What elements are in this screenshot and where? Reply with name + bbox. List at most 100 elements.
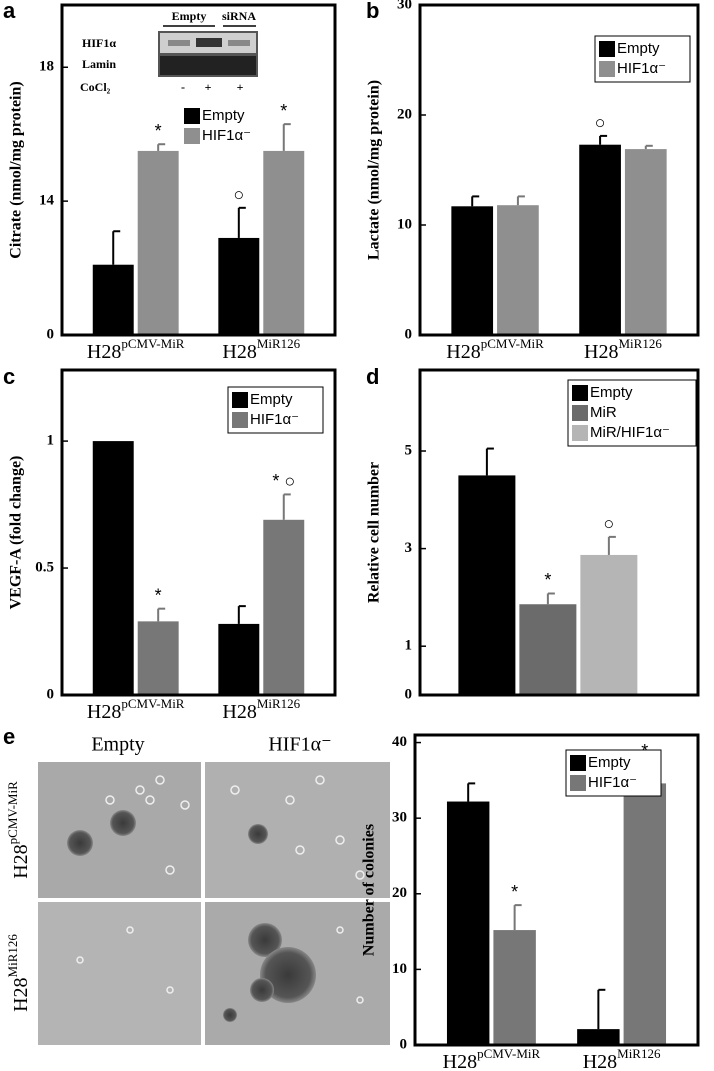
legend-swatch	[570, 775, 586, 791]
error-bar	[282, 123, 291, 151]
legend-swatch	[572, 425, 588, 441]
y-tick-label: 20	[397, 106, 412, 122]
y-axis-label: Citrate (nmol/mg protein)	[8, 81, 25, 258]
legend-label: Empty	[590, 384, 633, 401]
error-bar	[516, 195, 525, 206]
y-tick-label: 20	[392, 885, 407, 901]
label-base: H28	[583, 1051, 617, 1071]
bar	[497, 205, 539, 335]
y-tick-label: 10	[397, 216, 412, 232]
label-base: H28	[87, 341, 121, 363]
legend-label: Empty	[250, 391, 293, 408]
y-tick-label: 1	[47, 433, 55, 449]
legend-label: Empty	[588, 754, 631, 771]
legend-label: MiR/HIF1α⁻	[590, 424, 670, 441]
significance-marker: *	[155, 121, 162, 141]
error-bar	[467, 782, 476, 802]
category-label: H28pCMV-MiR	[5, 781, 31, 879]
significance-marker: *	[511, 882, 518, 902]
y-tick-label: 40	[392, 734, 407, 750]
y-tick-label: 14	[39, 193, 55, 209]
category-label: H28MiR126	[222, 696, 300, 722]
category-label: H28pCMV-MiR	[87, 696, 185, 722]
y-tick-label: 0	[47, 326, 55, 342]
legend-swatch	[184, 108, 200, 124]
bar	[137, 621, 179, 695]
label-superscript: MiR126	[5, 934, 20, 978]
bar	[263, 519, 305, 695]
legend-label: HIF1α⁻	[617, 60, 666, 77]
inset-sign: +	[237, 80, 244, 94]
category-label: H28pCMV-MiR	[87, 336, 185, 362]
inset-row: HIF1α	[82, 36, 116, 50]
significance-marker: * ○	[272, 471, 295, 491]
bar	[137, 150, 179, 335]
plot-frame	[60, 368, 337, 697]
bar	[92, 441, 134, 695]
error-bar	[282, 493, 291, 520]
significance-marker: ○	[233, 185, 244, 205]
error-bar	[237, 605, 246, 624]
y-tick-label: 0.5	[35, 559, 54, 575]
category-label: H28pCMV-MiR	[446, 336, 544, 362]
plot-frame	[418, 368, 700, 697]
y-tick-label: 0	[47, 686, 55, 702]
panel-letter: d	[366, 364, 379, 389]
bar	[623, 783, 667, 1045]
bar	[519, 604, 577, 695]
y-axis-label: VEGF-A (fold change)	[8, 456, 25, 610]
label-base: H28	[584, 341, 618, 363]
error-bar	[237, 206, 246, 238]
legend-label: MiR	[590, 404, 617, 421]
error-bar	[112, 230, 121, 265]
legend-label: HIF1α⁻	[588, 774, 637, 791]
y-tick-label: 3	[405, 540, 413, 556]
legend-swatch	[599, 61, 615, 77]
label-superscript: MiR126	[617, 1046, 661, 1061]
y-tick-label: 5	[405, 442, 413, 458]
category-label: H28MiR126	[5, 934, 31, 1012]
legend-swatch	[572, 405, 588, 421]
micrographs	[38, 762, 390, 1045]
significance-marker: ○	[603, 514, 614, 534]
legend-box	[567, 379, 697, 447]
y-tick-label: 10	[392, 961, 407, 977]
bar	[579, 144, 621, 335]
significance-marker: *	[280, 101, 287, 121]
y-axis-label: Relative cell number	[366, 462, 383, 603]
y-tick-label: 1	[405, 638, 413, 654]
category-label: H28MiR126	[222, 336, 300, 362]
significance-marker: ○	[595, 113, 606, 133]
label-base: H28	[87, 701, 121, 723]
legend-label: Empty	[202, 107, 245, 124]
y-axis-label: Lactate (nmol/mg protein)	[366, 80, 383, 260]
significance-marker: *	[544, 570, 551, 590]
label-superscript: pCMV-MiR	[121, 696, 184, 711]
inset-sign: -	[181, 80, 185, 94]
error-bar	[471, 195, 480, 207]
error-bar	[513, 904, 522, 931]
legend-swatch	[572, 385, 588, 401]
panel-letter: e	[3, 724, 15, 749]
label-base: H28	[443, 1051, 477, 1071]
y-tick-label: 30	[392, 810, 407, 826]
inset-lane: siRNA	[222, 9, 256, 23]
bar	[218, 237, 260, 335]
label-base: H28	[222, 341, 256, 363]
legend-swatch	[232, 392, 248, 408]
label-superscript: pCMV-MiR	[477, 1046, 540, 1061]
plot-frame	[418, 3, 700, 337]
bar	[458, 475, 516, 695]
error-bar	[644, 144, 653, 150]
bar	[493, 930, 536, 1045]
panel-letter: b	[366, 0, 379, 23]
bar	[451, 206, 494, 335]
y-tick-label: 30	[397, 0, 412, 12]
legend-label: HIF1α⁻	[250, 411, 299, 428]
error-bar	[607, 535, 616, 555]
y-tick-label: 0	[405, 326, 413, 342]
bar	[446, 801, 490, 1045]
inset-treatment: CoCl₂	[80, 80, 111, 94]
label-base: H28	[446, 341, 480, 363]
